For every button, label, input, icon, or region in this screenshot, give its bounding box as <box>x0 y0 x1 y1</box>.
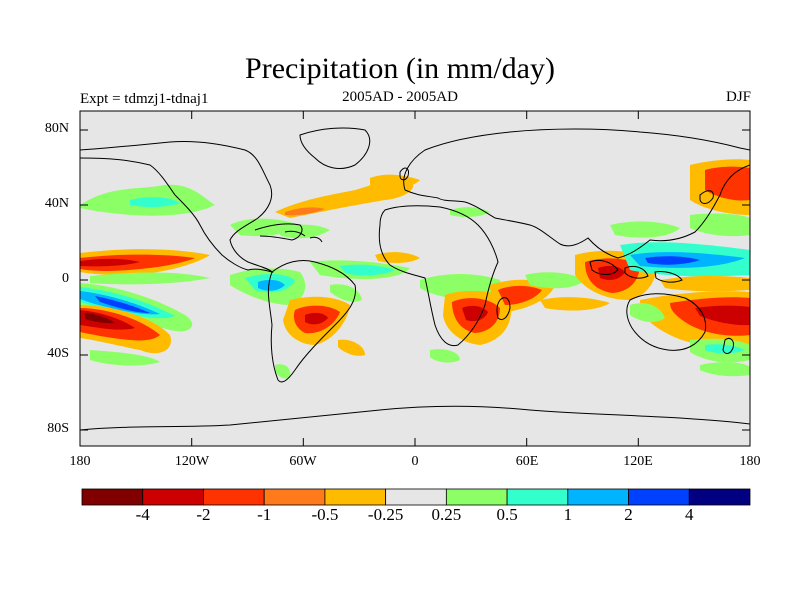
anomaly-satl-orange <box>338 339 365 356</box>
map-title: Precipitation (in mm/day) <box>245 52 555 85</box>
lon-label-180e: 180 <box>739 454 761 469</box>
anomaly-itcz-darkred <box>80 258 140 267</box>
lat-label-40n: 40N <box>44 196 69 211</box>
anomaly-aus-green <box>630 303 665 322</box>
anomaly-itcz-red <box>80 254 195 271</box>
colorbar-swatch <box>81 488 144 506</box>
anomaly-indian-orange <box>540 297 610 311</box>
coast-madagascar <box>496 297 511 321</box>
colorbar-tick-label: -0.25 <box>367 505 404 524</box>
lat-label-0: 0 <box>62 271 69 286</box>
colorbar-tick-label: 0.5 <box>496 505 518 524</box>
anomaly-mc-darkred <box>598 265 625 280</box>
anomaly-indian-green <box>525 272 585 289</box>
anomaly-easia-green <box>610 221 680 238</box>
lon-label-120w: 120W <box>174 454 210 469</box>
colorbar-swatch <box>142 488 204 506</box>
anomaly-europe-orange <box>370 174 420 190</box>
experiment-label: Expt = tdmzj1-tdnaj1 <box>80 91 209 107</box>
anomaly-easia-red <box>705 166 750 201</box>
coast-south-america <box>267 259 357 383</box>
colorbar-tick-label: -4 <box>135 505 150 524</box>
anomaly-gulf-green <box>280 224 330 239</box>
colorbar-swatch <box>385 488 447 506</box>
lat-label-80n: 80N <box>44 121 69 136</box>
coast-new-zealand <box>722 337 734 354</box>
colorbar-swatch <box>445 488 508 506</box>
coast-north-america <box>80 141 274 274</box>
colorbar-swatch <box>203 488 265 506</box>
coast-caribbean <box>284 230 323 243</box>
colorbar-swatch <box>628 488 690 506</box>
anomaly-sam-darkred <box>305 312 328 325</box>
colorbar-tick-label: -0.5 <box>311 505 339 524</box>
anomaly-natl-orange2 <box>285 207 325 216</box>
anomaly-amazon-blue <box>258 279 285 291</box>
coast-africa <box>378 205 499 347</box>
colorbar-swatch <box>324 488 387 506</box>
coast-greenland <box>299 127 371 169</box>
coast-indonesia <box>589 259 683 283</box>
anomaly-fields <box>80 159 750 379</box>
anomaly-eqpac-orange <box>660 275 750 292</box>
coast-antarctica <box>80 405 750 431</box>
tick-marks <box>79 111 751 446</box>
coastlines <box>80 127 750 431</box>
anomaly-safrica-darkred <box>462 305 488 322</box>
anomaly-so-green2 <box>700 362 750 377</box>
colorbar-tick-label: 1 <box>563 505 573 524</box>
coast-eurasia <box>403 128 750 259</box>
coast-australia <box>626 293 707 351</box>
lon-label-60w: 60W <box>289 454 317 469</box>
colorbar-swatch <box>263 488 326 506</box>
coast-uk <box>399 167 409 181</box>
lon-label-120e: 120E <box>623 454 653 469</box>
colorbar-tick-label: -1 <box>257 505 272 524</box>
anomaly-so-green1 <box>430 349 460 363</box>
anomaly-patagonia-green <box>275 364 291 379</box>
anomaly-swp-darkred <box>695 305 750 326</box>
anomaly-itcz-green <box>90 272 210 285</box>
lon-label-0: 0 <box>411 454 419 469</box>
anomaly-spac-green2 <box>90 350 160 366</box>
anomaly-npac-cyan <box>130 197 180 208</box>
anomaly-tatl-cyan <box>340 264 395 276</box>
colorbar-tick-label: 2 <box>624 505 633 524</box>
colorbar-swatch <box>688 488 751 506</box>
colorbar <box>81 488 751 506</box>
anomaly-wp-darkblue <box>645 256 700 265</box>
colorbar-swatch <box>567 488 629 506</box>
colorbar-tick-label: 0.25 <box>431 505 462 524</box>
lon-label-180w: 180 <box>69 454 91 469</box>
colorbar-tick-label: 4 <box>685 505 694 524</box>
lat-label-80s: 80S <box>47 421 69 436</box>
anomaly-tasman-cyan <box>705 344 745 354</box>
lon-label-60e: 60E <box>515 454 539 469</box>
period-label: 2005AD - 2005AD <box>342 89 458 105</box>
season-label: DJF <box>725 89 751 105</box>
lat-label-40s: 40S <box>47 346 69 361</box>
anomaly-satl-green <box>330 284 362 302</box>
anomaly-spcz-maroon <box>85 313 115 324</box>
anomaly-sepac-darkblue <box>95 296 150 313</box>
coast-japan <box>699 190 714 204</box>
colorbar-swatch <box>506 488 569 506</box>
colorbar-tick-label: -2 <box>196 505 211 524</box>
anomaly-europe-green <box>450 207 490 217</box>
